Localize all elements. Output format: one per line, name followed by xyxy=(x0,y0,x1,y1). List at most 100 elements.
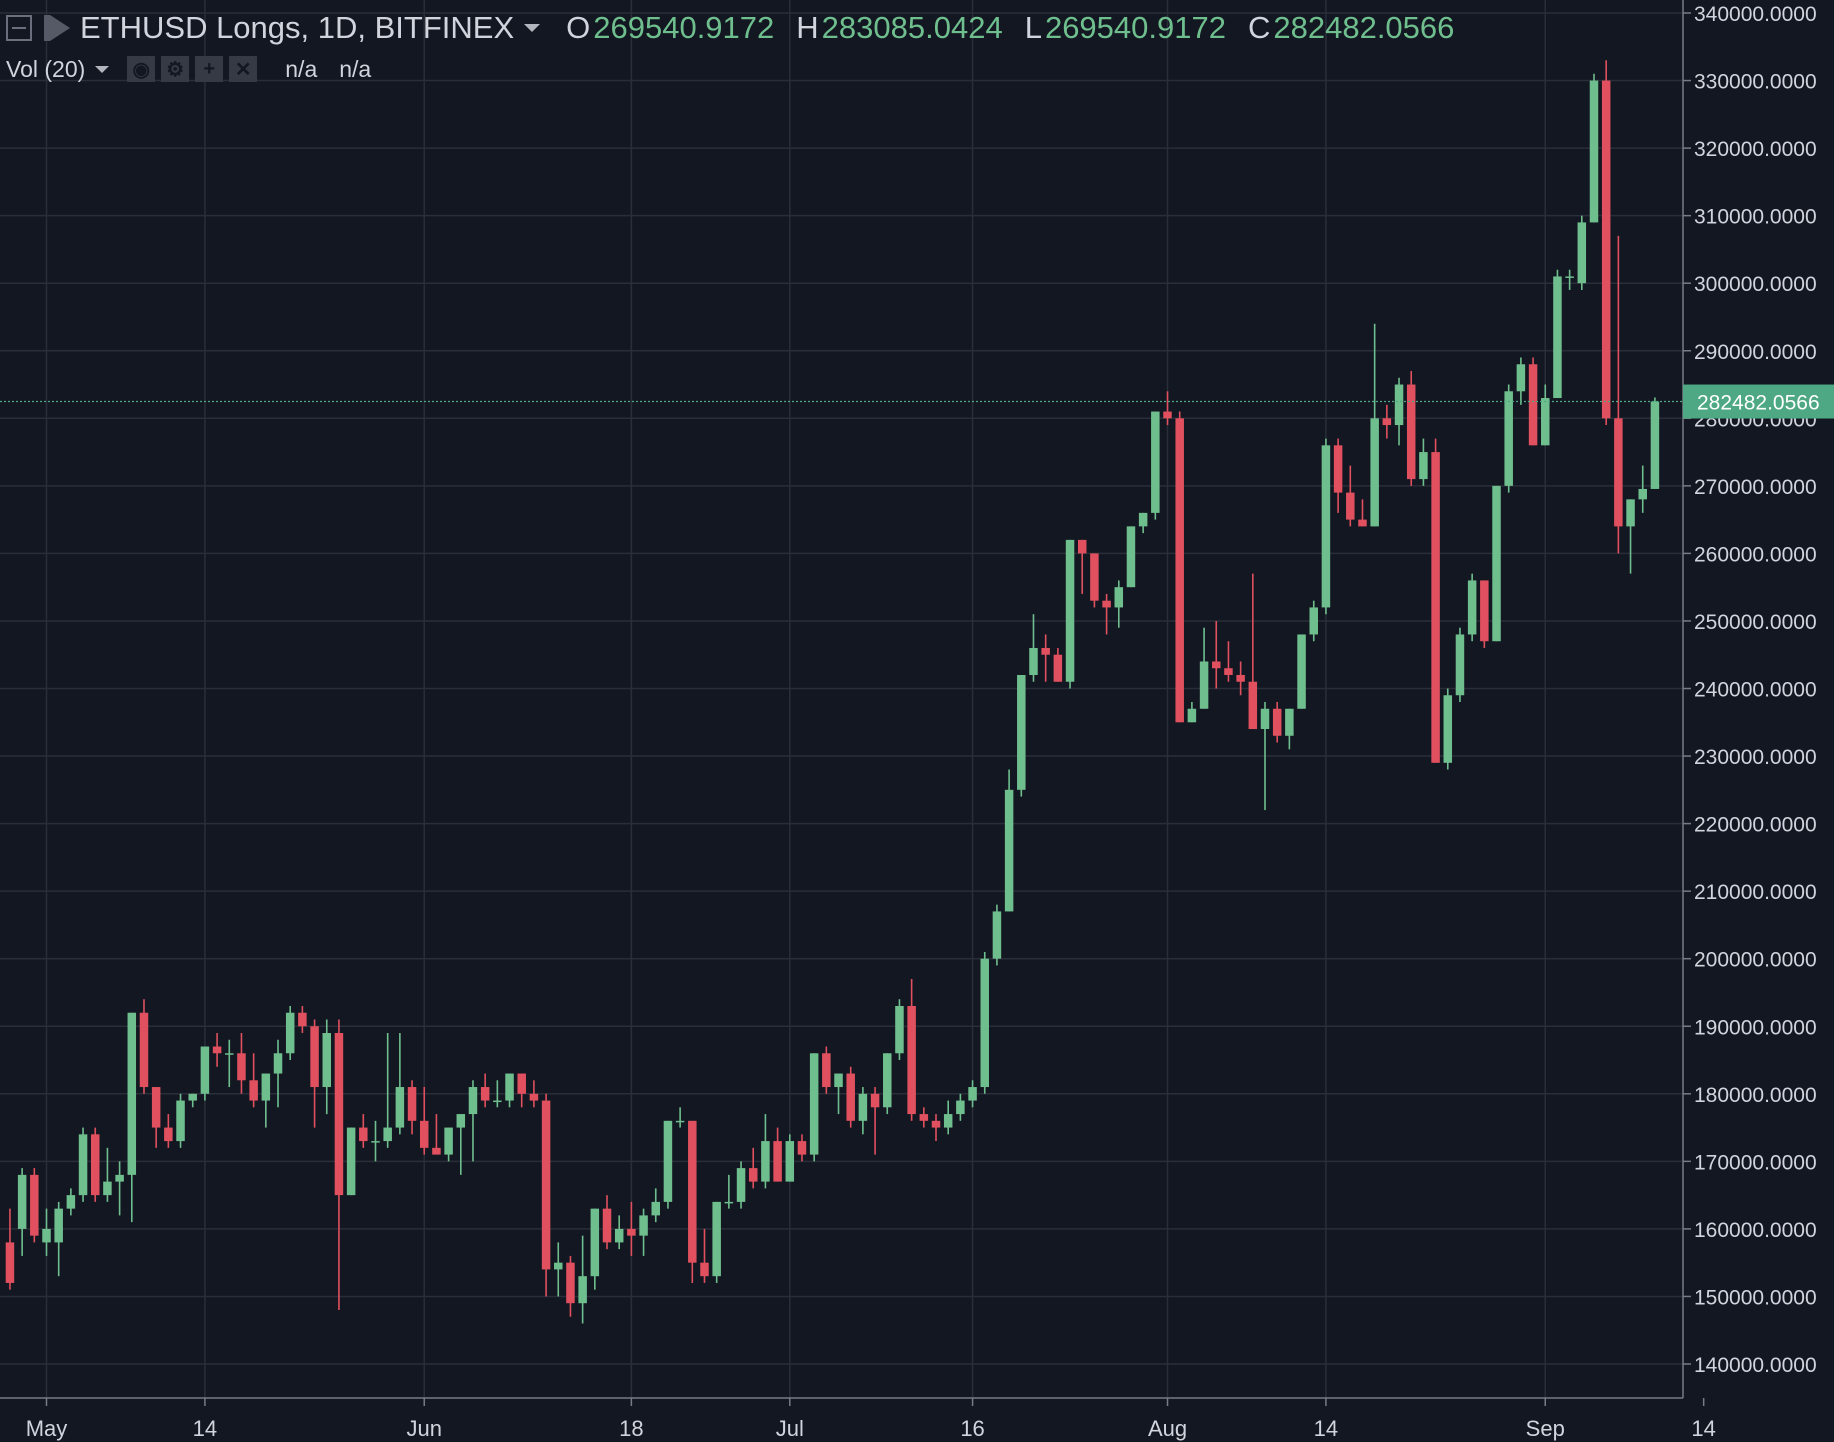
plus-icon[interactable]: + xyxy=(195,56,224,82)
candle-body xyxy=(1394,384,1404,426)
candle-body xyxy=(261,1073,271,1101)
candle-body xyxy=(761,1141,770,1182)
candle-body xyxy=(212,1046,222,1054)
candle xyxy=(943,1100,953,1135)
time-tick-label: Jul xyxy=(776,1416,804,1441)
candle-body xyxy=(5,1242,15,1283)
candle-body xyxy=(1285,708,1294,736)
candle xyxy=(1102,593,1111,635)
candle xyxy=(1090,553,1099,608)
candle-body xyxy=(1553,276,1562,399)
candle xyxy=(748,1147,758,1189)
close-icon[interactable]: ✕ xyxy=(229,56,258,82)
time-tick-label: May xyxy=(26,1416,68,1441)
gear-icon[interactable]: ⚙ xyxy=(161,56,190,82)
candle-body xyxy=(225,1053,234,1055)
candle-body xyxy=(1528,364,1538,446)
candle-body xyxy=(188,1093,197,1101)
candle xyxy=(895,999,904,1061)
candle-body xyxy=(419,1120,429,1148)
candle-body xyxy=(1467,580,1477,635)
flag-icon[interactable] xyxy=(44,15,70,41)
candle-body xyxy=(1516,364,1526,392)
candle xyxy=(700,1228,709,1283)
candle-body xyxy=(1126,526,1136,588)
candle-body xyxy=(54,1208,63,1243)
price-axis[interactable]: 140000.0000 150000.0000 160000.0000 170000.… xyxy=(1683,3,1817,1377)
candles xyxy=(5,60,1660,1324)
candle-body xyxy=(554,1262,563,1270)
candle xyxy=(1309,600,1318,642)
candle xyxy=(298,1005,307,1034)
candle-body xyxy=(1212,661,1221,669)
candle-body xyxy=(1480,580,1489,642)
candle-body xyxy=(834,1073,843,1088)
candle-body xyxy=(675,1120,685,1123)
candle xyxy=(773,1127,782,1182)
candle-body xyxy=(395,1087,405,1128)
open-label: O xyxy=(566,10,591,45)
candle xyxy=(1358,499,1367,527)
candle-body xyxy=(1443,695,1453,763)
candle-body xyxy=(249,1080,258,1101)
candle-body xyxy=(456,1114,466,1128)
candle-body xyxy=(907,1005,916,1115)
close-value: 282482.0566 xyxy=(1273,10,1455,45)
candle-body xyxy=(505,1073,514,1101)
price-tick-label: 340000.0000 xyxy=(1694,3,1817,26)
price-tick-label: 180000.0000 xyxy=(1694,1084,1817,1107)
price-tick-label: 250000.0000 xyxy=(1694,611,1817,634)
candle xyxy=(285,1005,295,1061)
candle-body xyxy=(1102,600,1111,608)
candle-body xyxy=(992,911,1002,959)
candle xyxy=(456,1114,466,1175)
candle xyxy=(1224,641,1233,682)
time-tick-label: Sep xyxy=(1526,1416,1565,1441)
volume-value-1: n/a xyxy=(285,55,318,82)
volume-study-label[interactable]: Vol (20) xyxy=(6,55,86,82)
candle-body xyxy=(444,1127,453,1155)
candle xyxy=(30,1168,39,1243)
candle-body xyxy=(748,1168,758,1182)
candle xyxy=(1151,411,1160,520)
candle xyxy=(1004,769,1014,912)
candle-body xyxy=(602,1208,612,1243)
candle-body xyxy=(1272,708,1282,736)
candle-body xyxy=(139,1012,149,1088)
candle xyxy=(663,1120,673,1209)
candle xyxy=(1346,465,1355,527)
candle xyxy=(1480,580,1489,648)
candle xyxy=(395,1033,405,1135)
chevron-down-icon[interactable] xyxy=(95,65,110,73)
candle-body xyxy=(1370,418,1379,527)
symbol-title[interactable]: ETHUSD Longs, 1D, BITFINEX xyxy=(80,10,515,45)
candle xyxy=(822,1046,831,1094)
eye-icon[interactable]: ◉ xyxy=(127,56,156,82)
candle xyxy=(1138,512,1148,534)
candle-body xyxy=(298,1012,307,1027)
candle xyxy=(529,1080,539,1108)
collapse-icon[interactable] xyxy=(6,15,32,41)
candle-body xyxy=(931,1120,941,1128)
chevron-down-icon[interactable] xyxy=(524,24,541,32)
time-axis[interactable]: May 14 Jun 18 Jul 16 Aug 14 Sep 14 xyxy=(26,1398,1716,1441)
price-tick-label: 200000.0000 xyxy=(1694,949,1817,972)
candle-body xyxy=(1309,607,1318,635)
candle-body xyxy=(700,1262,709,1277)
candle xyxy=(1248,573,1258,730)
candle-body xyxy=(773,1141,782,1182)
candle-body xyxy=(1297,634,1306,709)
candle xyxy=(1333,438,1343,513)
candle-body xyxy=(529,1093,539,1101)
price-tick-label: 150000.0000 xyxy=(1694,1286,1817,1309)
candle xyxy=(225,1039,234,1088)
candle-body xyxy=(371,1141,380,1143)
candle xyxy=(1650,397,1660,489)
candle xyxy=(517,1073,526,1108)
candle-body xyxy=(1004,789,1014,912)
candle xyxy=(797,1134,807,1162)
candle xyxy=(127,1012,137,1223)
candle xyxy=(5,1208,15,1290)
